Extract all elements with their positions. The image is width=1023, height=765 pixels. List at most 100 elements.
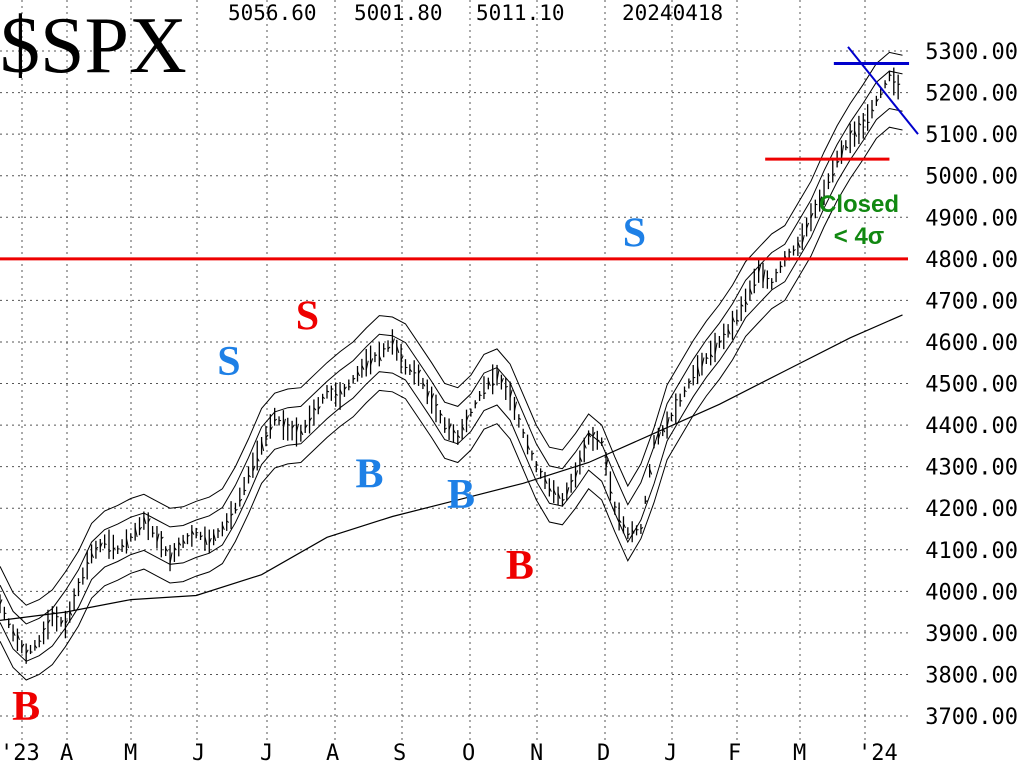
- price-tick: [261, 441, 265, 451]
- price-tick: [727, 329, 731, 335]
- price-tick: [295, 423, 299, 433]
- price-tick: [121, 544, 125, 548]
- price-tick: [409, 368, 413, 373]
- price-tick: [644, 500, 648, 503]
- price-tick: [509, 389, 513, 398]
- price-tick: [317, 406, 321, 410]
- price-tick: [570, 479, 574, 483]
- price-tick: [269, 426, 273, 431]
- price-tick: [706, 356, 709, 360]
- x-tick-label: D: [597, 741, 610, 765]
- price-tick: [378, 355, 382, 362]
- x-tick-label: J: [260, 741, 273, 765]
- price-tick: [840, 145, 844, 159]
- x-tick-label: '24: [858, 741, 898, 765]
- x-tick-label: J: [192, 741, 205, 765]
- y-tick-label: 4400.00: [925, 414, 1018, 439]
- signal-label-b: B: [447, 472, 475, 518]
- price-tick: [457, 434, 461, 439]
- price-tick: [562, 498, 565, 502]
- price-tick: [104, 543, 107, 545]
- price-tick: [849, 130, 853, 135]
- price-tick: [500, 378, 504, 384]
- price-tick: [745, 300, 748, 306]
- signal-label-b: B: [506, 543, 534, 589]
- price-tick: [806, 222, 810, 229]
- signal-label-s: S: [217, 339, 240, 385]
- price-tick: [601, 440, 605, 444]
- y-tick-label: 4800.00: [925, 248, 1018, 273]
- price-tick: [505, 385, 508, 388]
- price-tick: [461, 425, 465, 431]
- price-tick: [789, 251, 792, 253]
- signal-label-s: S: [623, 210, 646, 256]
- price-tick: [134, 527, 138, 538]
- y-tick-label: 4600.00: [925, 331, 1018, 356]
- price-tick: [387, 346, 391, 350]
- bollinger-band-4: [0, 51, 903, 606]
- price-tick: [657, 431, 661, 440]
- price-tick: [684, 389, 687, 393]
- y-tick-label: 3800.00: [925, 663, 1018, 688]
- y-tick-label: 5100.00: [925, 123, 1018, 148]
- price-tick: [553, 489, 557, 496]
- price-tick: [871, 109, 875, 112]
- price-tick: [583, 443, 587, 449]
- price-tick: [278, 419, 282, 422]
- price-tick: [39, 640, 42, 643]
- price-tick: [618, 519, 622, 523]
- price-tick: [235, 508, 238, 512]
- price-tick: [640, 527, 644, 530]
- price-tick: [893, 81, 896, 83]
- x-tick-label: M: [793, 741, 806, 765]
- price-tick: [204, 536, 208, 546]
- price-tick: [47, 619, 51, 624]
- price-tick: [536, 463, 539, 466]
- price-tick: [60, 620, 64, 625]
- price-tick: [444, 427, 448, 430]
- y-tick-label: 4900.00: [925, 206, 1018, 231]
- price-tick: [322, 396, 325, 400]
- price-tick: [701, 357, 705, 367]
- price-tick: [191, 530, 195, 535]
- price-tick: [439, 412, 443, 416]
- chart-title: $SPX: [0, 2, 187, 90]
- price-tick: [208, 537, 212, 544]
- price-tick: [710, 353, 714, 358]
- price-tick: [780, 265, 783, 268]
- price-tick: [95, 546, 99, 550]
- price-tick: [671, 414, 674, 417]
- price-tick: [300, 430, 304, 436]
- bollinger-bands: [0, 51, 903, 681]
- price-tick: [823, 195, 827, 199]
- blue-trendline: [847, 46, 919, 135]
- price-tick: [165, 548, 169, 552]
- annotation-line-2: < 4σ: [834, 223, 884, 250]
- price-tick: [592, 431, 596, 437]
- price-tick: [12, 630, 16, 636]
- price-tick: [365, 360, 369, 371]
- price-tick: [400, 355, 404, 361]
- price-tick: [797, 241, 801, 248]
- price-tick: [492, 383, 496, 386]
- y-tick-label: 4000.00: [925, 580, 1018, 605]
- price-tick: [474, 402, 478, 406]
- price-tick: [754, 284, 757, 287]
- price-tick: [304, 424, 308, 429]
- price-tick: [335, 393, 339, 396]
- price-tick: [666, 416, 670, 428]
- price-tick: [125, 537, 129, 549]
- price-tick: [25, 649, 29, 654]
- price-tick: [732, 316, 735, 323]
- bollinger-band-1: [0, 126, 903, 681]
- y-tick-label: 3700.00: [925, 705, 1018, 730]
- price-tick: [828, 181, 831, 184]
- price-tick: [256, 457, 260, 462]
- header-close: 5011.10: [476, 1, 565, 25]
- x-tick-label: O: [462, 741, 475, 765]
- price-tick: [880, 93, 883, 96]
- price-tick: [479, 394, 482, 397]
- price-tick: [714, 342, 718, 355]
- price-tick: [762, 269, 766, 283]
